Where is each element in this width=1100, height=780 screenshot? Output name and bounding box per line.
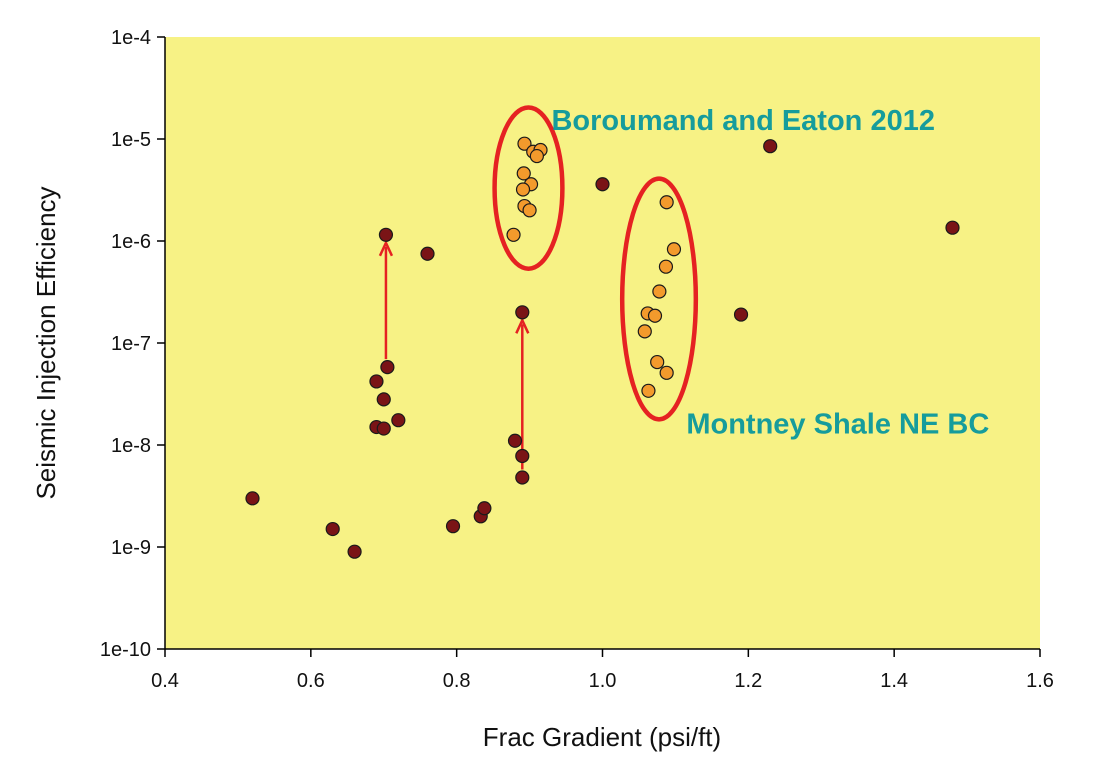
- data-point: [445, 519, 461, 534]
- data-point: [652, 284, 667, 299]
- data-point: [637, 324, 652, 339]
- y-tick-label: 1e-4: [111, 27, 151, 49]
- x-tick-label: 1.0: [589, 670, 617, 692]
- y-tick-label: 1e-5: [111, 129, 151, 151]
- x-tick-label: 0.6: [297, 670, 325, 692]
- data-point: [325, 521, 340, 537]
- arrow-head: [515, 317, 530, 334]
- data-point: [517, 136, 532, 151]
- y-tick-label: 1e-10: [100, 639, 151, 661]
- x-axis-title: Frac Gradient (psi/ft): [483, 722, 721, 752]
- ticks-layer: 0.4 0.6 0.8 1.0 1.2 1.4 1.6 1e-10 1e-9 1e-8 1e-7 1e…: [100, 27, 1054, 692]
- highlight-ellipse: [619, 176, 699, 422]
- x-tick-label: 1.2: [734, 670, 762, 692]
- data-point: [595, 177, 610, 192]
- data-point: [529, 148, 544, 164]
- data-point: [507, 433, 523, 448]
- data-point: [763, 139, 778, 154]
- data-point: [733, 307, 749, 322]
- data-point: [516, 166, 531, 181]
- data-point: [376, 392, 391, 407]
- x-tick-label: 1.6: [1026, 670, 1054, 692]
- data-point: [369, 374, 384, 389]
- points-layer: [245, 136, 960, 559]
- data-point: [641, 383, 656, 398]
- y-axis-title: Seismic Injection Efficiency: [31, 186, 61, 499]
- x-tick-label: 0.4: [151, 670, 179, 692]
- data-point: [659, 365, 674, 380]
- data-point: [506, 227, 521, 242]
- annotations-layer: Boroumand and Eaton 2012 Montney Shale NE…: [551, 105, 989, 440]
- annotation-label: Boroumand and Eaton 2012: [551, 105, 935, 137]
- y-tick-label: 1e-8: [111, 435, 151, 457]
- data-point: [945, 220, 960, 235]
- data-point: [245, 491, 260, 506]
- data-point: [515, 305, 530, 320]
- y-tick-label: 1e-7: [111, 333, 151, 355]
- data-point: [347, 544, 362, 559]
- data-point: [666, 242, 682, 257]
- annotation-label: Montney Shale NE BC: [686, 408, 989, 440]
- x-tick-label: 0.8: [443, 670, 471, 692]
- x-tick-label: 1.4: [880, 670, 908, 692]
- data-point: [420, 246, 435, 261]
- highlight-ellipse: [492, 105, 565, 271]
- data-point: [378, 227, 394, 242]
- ellipses-layer: [492, 105, 699, 422]
- data-point: [376, 421, 391, 436]
- y-tick-label: 1e-6: [111, 231, 151, 253]
- arrow-head: [378, 239, 394, 257]
- plot-area: [165, 37, 1040, 649]
- arrows-layer: [378, 239, 530, 470]
- data-point: [650, 354, 665, 370]
- data-point: [515, 470, 530, 485]
- data-point: [522, 203, 537, 218]
- y-tick-label: 1e-9: [111, 537, 151, 559]
- data-point: [391, 413, 406, 428]
- data-point: [380, 360, 395, 375]
- data-point: [515, 182, 531, 197]
- data-point: [647, 308, 663, 323]
- data-point: [477, 501, 492, 516]
- data-point: [658, 259, 674, 274]
- data-point: [515, 448, 530, 464]
- data-point: [659, 195, 674, 210]
